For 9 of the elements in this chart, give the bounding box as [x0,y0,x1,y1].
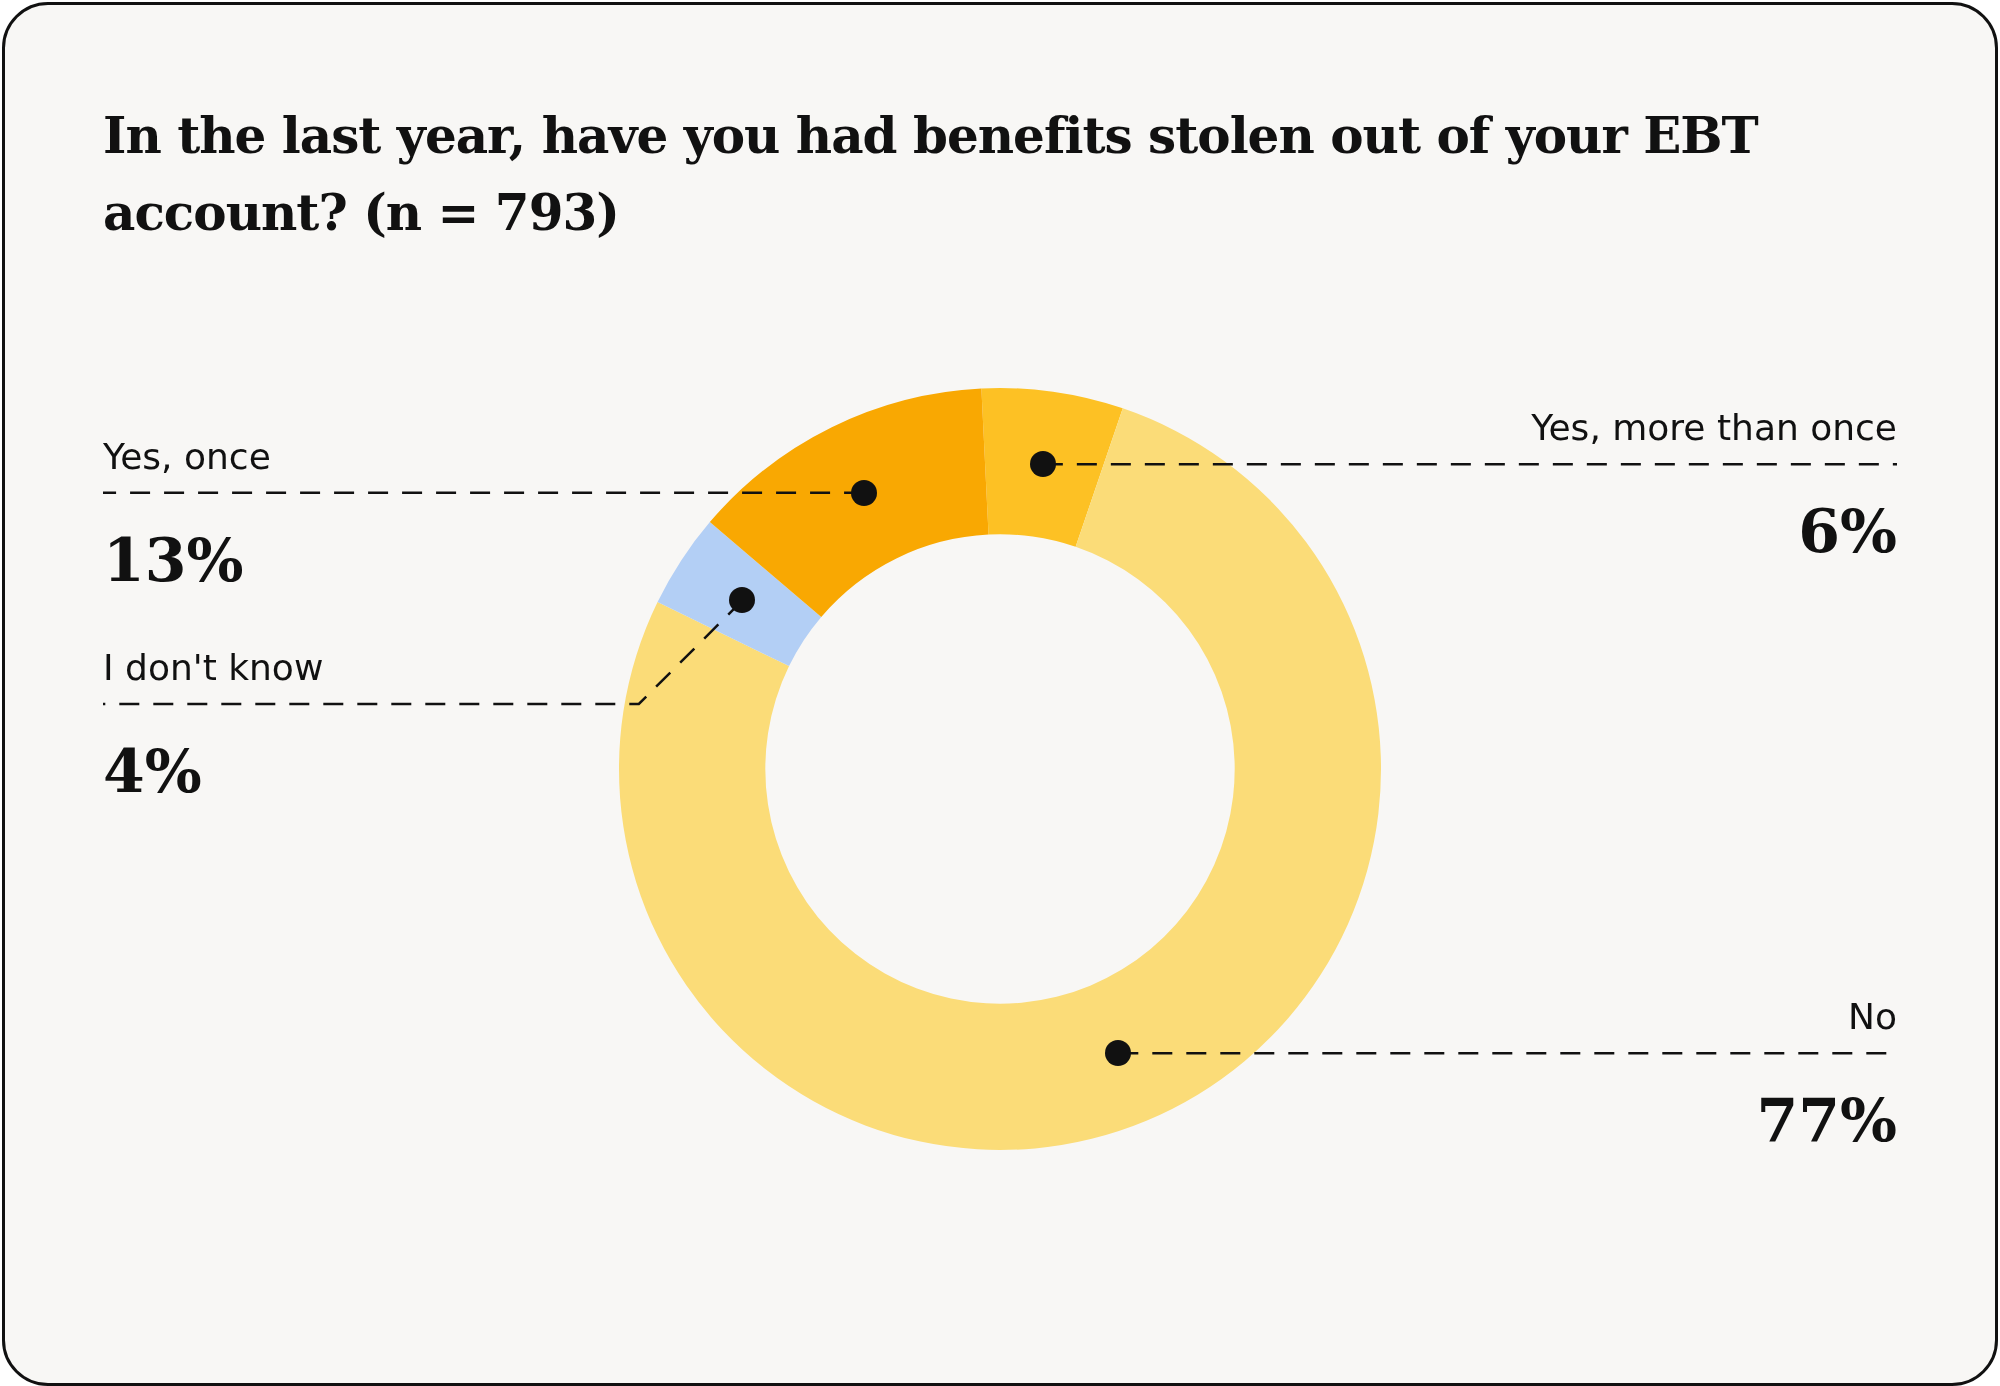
slice-label: Yes, more than once [1530,407,1897,449]
slice-label: I don't know [103,647,324,688]
chart-title: In the last year, have you had benefits stolen out of your EBT account? (n = 793) [103,105,1760,244]
slice-label: Yes, once [102,435,271,477]
data-label: 13% [103,524,244,595]
data-label: 77% [1756,1085,1897,1156]
data-label: 6% [1798,496,1897,567]
data-label: 4% [103,736,202,806]
slice-label: No [1848,996,1897,1038]
